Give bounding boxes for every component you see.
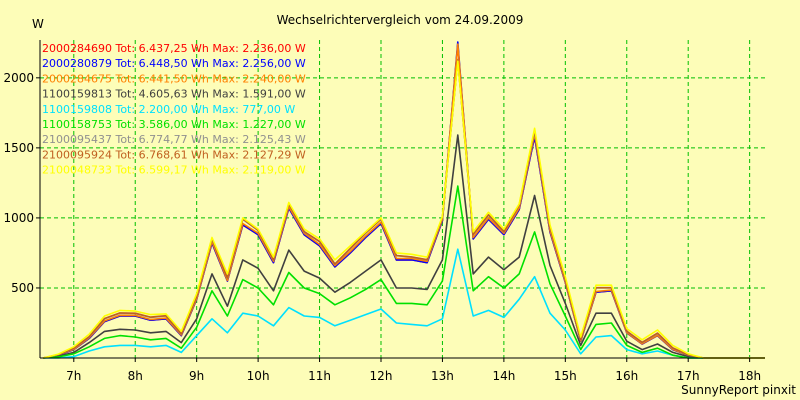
- grid-lines: [40, 40, 765, 358]
- x-tick-label: 16h: [615, 369, 638, 383]
- legend-entry-1100158753: 1100158753 Tot: 3.586,00 Wh Max: 1.227,0…: [42, 118, 306, 131]
- legend-entry-2000280879: 2000280879 Tot: 6.448,50 Wh Max: 2.256,0…: [42, 57, 306, 70]
- chart-title: Wechselrichtervergleich vom 24.09.2009: [277, 13, 524, 27]
- x-tick-label: 12h: [370, 369, 393, 383]
- y-tick-label: 1500: [3, 141, 34, 155]
- legend-entry-1100159813: 1100159813 Tot: 4.605,63 Wh Max: 1.591,0…: [42, 88, 306, 101]
- x-tick-label: 14h: [492, 369, 515, 383]
- legend-entry-2100095437: 2100095437 Tot: 6.774,77 Wh Max: 2.125,4…: [42, 133, 306, 146]
- series-line-2000284675: [42, 43, 765, 359]
- y-tick-label: 500: [11, 281, 34, 295]
- axes: 500 1000 1500 2000 7h 8h 9h 10h 11h 12h 13h 14h 15h 1…: [3, 40, 765, 383]
- series-line-1100159813: [43, 134, 765, 359]
- y-axis-unit: W: [32, 17, 44, 31]
- x-tick-label: 7h: [66, 369, 81, 383]
- x-tick-label: 13h: [431, 369, 454, 383]
- y-tick-label: 2000: [3, 71, 34, 85]
- x-tick-label: 17h: [677, 369, 700, 383]
- x-tick-label: 10h: [247, 369, 270, 383]
- legend-entry-1100159808: 1100159808 Tot: 2.200,00 Wh Max: 777,00 …: [42, 103, 295, 116]
- x-tick-label: 18h: [738, 369, 761, 383]
- footer-credit: SunnyReport pinxit: [681, 383, 796, 397]
- legend-entry-2100095924: 2100095924 Tot: 6.768,61 Wh Max: 2.127,2…: [42, 148, 306, 161]
- legend: 2000284690 Tot: 6.437,25 Wh Max: 2.236,0…: [42, 42, 306, 177]
- series-lines: [42, 41, 765, 359]
- legend-entry-2000284675: 2000284675 Tot: 6.441,50 Wh Max: 2.240,0…: [42, 72, 306, 85]
- series-line-1100158753: [43, 185, 765, 359]
- series-line-2100095924: [42, 59, 765, 359]
- series-line-1100159808: [43, 248, 765, 359]
- x-tick-label: 15h: [554, 369, 577, 383]
- x-tick-label: 11h: [308, 369, 331, 383]
- x-tick-label: 8h: [128, 369, 143, 383]
- y-tick-label: 1000: [3, 211, 34, 225]
- series-line-2100048733: [42, 60, 765, 359]
- legend-entry-2000284690: 2000284690 Tot: 6.437,25 Wh Max: 2.236,0…: [42, 42, 306, 55]
- legend-entry-2100048733: 2100048733 Tot: 6.599,17 Wh Max: 2.119,0…: [42, 164, 306, 177]
- x-tick-label: 9h: [189, 369, 204, 383]
